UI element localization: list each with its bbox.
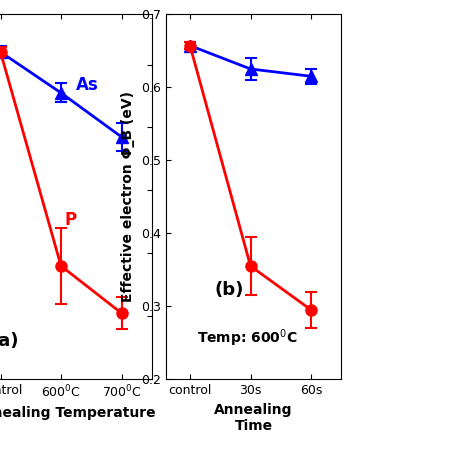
Text: As: As: [76, 76, 99, 94]
Text: (b): (b): [215, 281, 244, 299]
Y-axis label: Effective electron Φ_B (eV): Effective electron Φ_B (eV): [121, 91, 136, 302]
Text: P: P: [64, 211, 76, 229]
X-axis label: Annealing Temperature: Annealing Temperature: [0, 406, 156, 420]
Text: Temp: 600$^0$C: Temp: 600$^0$C: [197, 327, 298, 349]
X-axis label: Annealing
Time: Annealing Time: [214, 402, 293, 433]
Text: (a): (a): [0, 332, 19, 350]
